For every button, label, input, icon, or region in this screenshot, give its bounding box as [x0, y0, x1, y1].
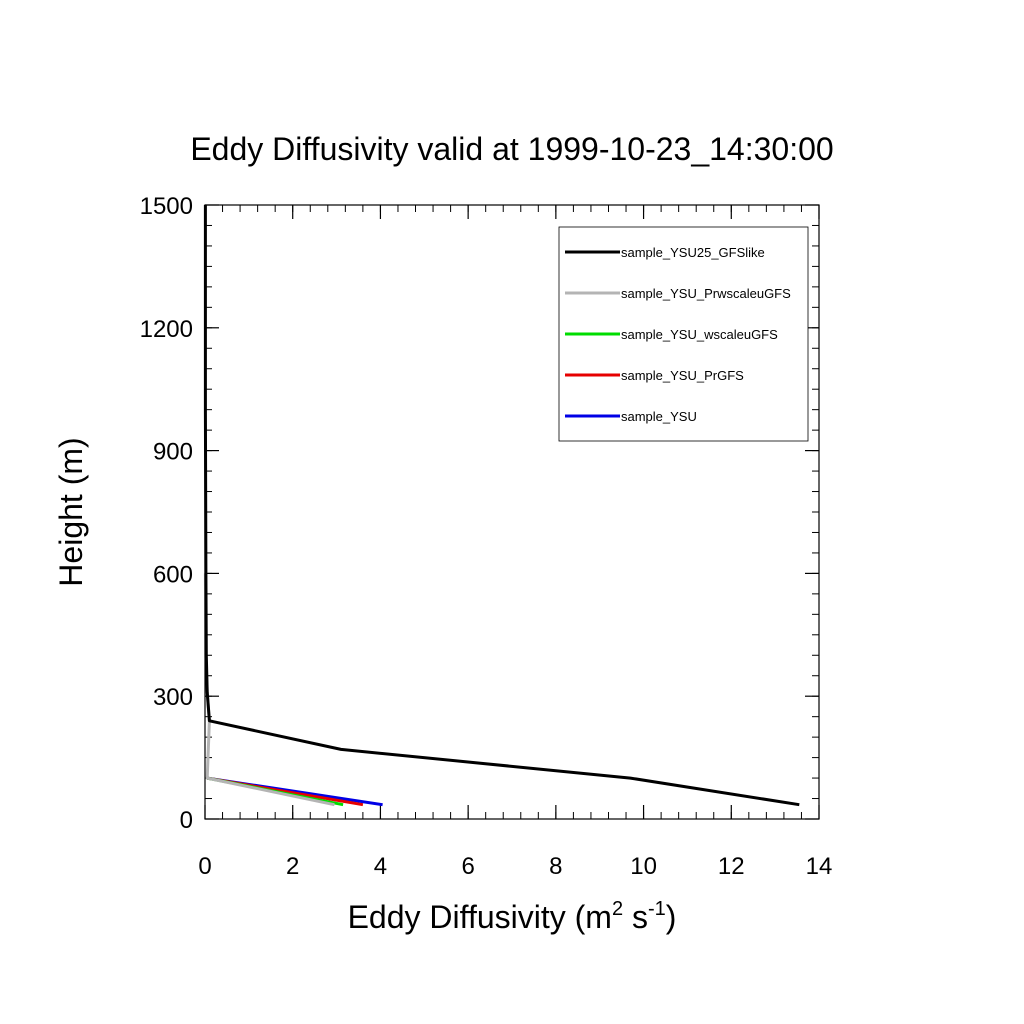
x-axis-title-mid: s	[623, 899, 648, 935]
y-tick-label: 300	[153, 684, 193, 711]
y-tick-label: 1200	[140, 316, 193, 343]
legend-label-2: sample_YSU_PrwscaleuGFS	[621, 286, 791, 301]
chart-title: Eddy Diffusivity valid at 1999-10-23_14:…	[190, 131, 833, 167]
y-tick-label: 1500	[140, 193, 193, 220]
legend-label-5: sample_YSU	[621, 409, 697, 424]
x-axis-title-sup1: 2	[612, 898, 623, 920]
x-tick-label: 10	[630, 853, 657, 880]
legend-label-1: sample_YSU25_GFSlike	[621, 245, 765, 260]
legend-label-3: sample_YSU_wscaleuGFS	[621, 327, 778, 342]
y-axis-title: Height (m)	[53, 437, 89, 586]
x-tick-label: 14	[806, 853, 833, 880]
y-tick-label: 900	[153, 439, 193, 466]
x-tick-label: 0	[198, 853, 211, 880]
series-line-2	[203, 573, 335, 807]
x-tick-label: 2	[286, 853, 299, 880]
legend-label-4: sample_YSU_PrGFS	[621, 368, 744, 383]
x-tick-label: 12	[718, 853, 745, 880]
y-tick-label: 0	[180, 807, 193, 834]
x-tick-label: 6	[461, 853, 474, 880]
axis-ticks: 0 2 4 6 8 10 12 14 0 300 600 900 1200 1500	[140, 193, 833, 880]
plot-frame	[204, 204, 820, 820]
x-tick-label: 4	[374, 853, 387, 880]
x-axis-title-end: )	[666, 899, 677, 935]
y-tick-label: 600	[153, 561, 193, 588]
x-axis-title-sup2: -1	[648, 898, 666, 920]
legend: sample_YSU25_GFSlike sample_YSU_Prwscaleu…	[558, 226, 809, 442]
x-axis-title-main: Eddy Diffusivity (m	[348, 899, 612, 935]
x-tick-label: 8	[549, 853, 562, 880]
x-axis-title: Eddy Diffusivity (m2 s-1)	[348, 898, 677, 935]
